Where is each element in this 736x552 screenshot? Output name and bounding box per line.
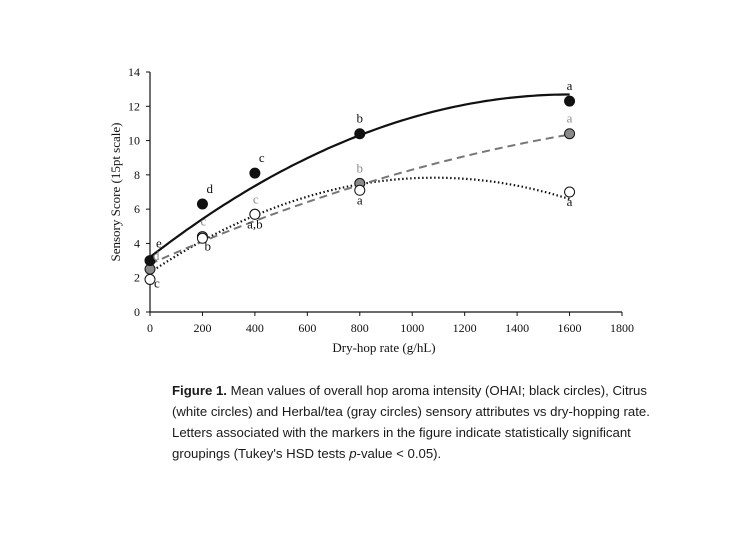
y-tick-label: 0	[134, 305, 140, 319]
y-tick-label: 6	[134, 202, 140, 216]
sig-letter: c	[154, 275, 160, 290]
y-tick-label: 10	[128, 134, 140, 148]
sig-letter: b	[204, 238, 211, 253]
x-tick-label: 1400	[505, 321, 529, 335]
marker-ohai	[144, 255, 156, 267]
x-tick-label: 0	[147, 321, 153, 335]
x-tick-label: 1200	[453, 321, 477, 335]
marker-citrus	[196, 232, 208, 244]
sig-letter: b	[357, 111, 364, 126]
caption-text-end: -value < 0.05).	[356, 446, 442, 461]
x-axis-label: Dry-hop rate (g/hL)	[332, 340, 435, 355]
sig-letter: b	[357, 160, 364, 175]
x-tick-label: 200	[193, 321, 211, 335]
x-tick-label: 1000	[400, 321, 424, 335]
x-tick-label: 800	[351, 321, 369, 335]
caption-italic: p	[349, 446, 357, 461]
sig-letter: c	[200, 214, 206, 229]
caption-text: Mean values of overall hop aroma intensi…	[172, 383, 650, 461]
marker-ohai	[564, 95, 576, 107]
y-tick-label: 14	[128, 65, 140, 79]
ticks: 0 200 400 600 800 1000 1200 1400 1600 1800 0 2 4 6 8 10…	[128, 65, 634, 335]
marker-ohai	[196, 198, 208, 210]
figure-caption: Figure 1. Mean values of overall hop aro…	[172, 380, 672, 464]
marker-citrus	[144, 273, 156, 285]
marker-ohai	[249, 167, 261, 179]
sig-letter: a	[567, 78, 573, 93]
y-axis-label: Sensory Score (15pt scale)	[108, 123, 123, 262]
markers	[144, 95, 576, 285]
marker-herbal-tea	[564, 128, 576, 140]
caption-label: Figure 1.	[172, 383, 227, 398]
x-tick-label: 1600	[558, 321, 582, 335]
sig-letter: a,b	[247, 216, 263, 231]
sig-letter: d	[153, 248, 160, 263]
sig-letter: a	[567, 194, 573, 209]
sig-letter: a	[357, 192, 363, 207]
axes	[149, 72, 622, 313]
sig-letter: c	[253, 191, 259, 206]
y-tick-label: 8	[134, 168, 140, 182]
marker-citrus	[564, 186, 576, 198]
x-tick-label: 600	[298, 321, 316, 335]
x-tick-label: 1800	[610, 321, 634, 335]
x-tick-label: 400	[246, 321, 264, 335]
y-tick-label: 4	[134, 236, 140, 250]
marker-citrus	[354, 184, 366, 196]
sig-letter: e	[156, 236, 162, 251]
marker-ohai	[354, 128, 366, 140]
y-tick-label: 12	[128, 99, 140, 113]
sig-letter: c	[259, 150, 265, 165]
y-tick-label: 2	[134, 271, 140, 285]
scatter-chart: 0 200 400 600 800 1000 1200 1400 1600 1800 0 2 4 6 8 10…	[108, 65, 634, 355]
sig-letter: d	[206, 181, 213, 196]
marker-citrus	[249, 208, 261, 220]
sig-letter: a	[567, 111, 573, 126]
